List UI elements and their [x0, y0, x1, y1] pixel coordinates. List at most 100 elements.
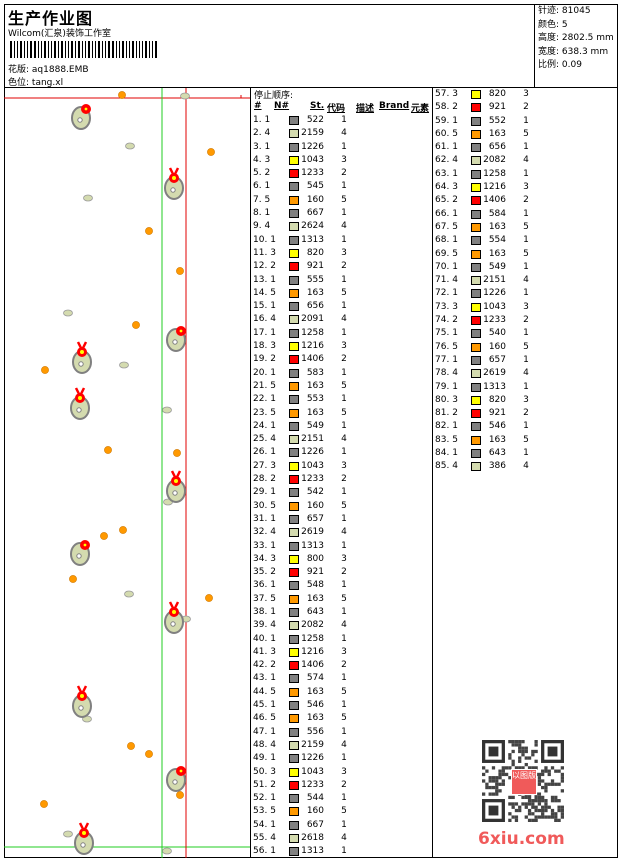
qr-module [491, 779, 496, 783]
stop-index-part: 41. [253, 646, 268, 657]
color-swatch [471, 449, 481, 459]
qr-module [527, 795, 532, 800]
code-cell: 4 [341, 739, 347, 750]
company-name: Wilcom(汇泉)装饰工作室 [8, 29, 111, 39]
qr-module [504, 766, 509, 770]
qr-module [557, 782, 561, 786]
page-title: 生产作业图 [8, 9, 94, 28]
qr-module [511, 740, 515, 744]
stop-index: 36. 1 [253, 579, 276, 592]
barcode-bar [132, 41, 134, 58]
stop-index: 9. 4 [253, 220, 270, 233]
stitch-count-cell: 820 [488, 394, 506, 405]
qr-module [511, 802, 515, 806]
code-cell: 5 [341, 380, 347, 391]
stop-index: 74. 2 [435, 314, 458, 327]
stitch-count-cell: 2151 [483, 275, 506, 286]
qr-module [527, 756, 532, 760]
qr-module [537, 808, 542, 813]
barcode-bar [126, 41, 127, 58]
qr-module [531, 799, 535, 803]
stop-index-part: 1 [270, 753, 276, 764]
qr-module [527, 812, 532, 816]
stop-index: 57. 3 [435, 88, 458, 101]
stop-index-part: 1 [270, 793, 276, 804]
qr-module [560, 815, 564, 819]
barcode-bar [58, 41, 59, 58]
stop-index-part: 35. [253, 567, 268, 578]
qr-module [495, 785, 499, 790]
color-swatch [471, 435, 481, 445]
stop-index-part: 53. [253, 806, 268, 817]
flower-center [84, 107, 88, 111]
stop-index-part: 1 [270, 274, 276, 285]
qr-module [527, 818, 532, 822]
stop-index-part: 5 [452, 434, 458, 445]
qr-module [557, 769, 561, 773]
stitch-count-cell: 800 [306, 553, 324, 564]
barcode-bar [78, 41, 80, 58]
code-cell: 5 [341, 194, 347, 205]
stitch-count-cell: 921 [488, 408, 506, 419]
code-cell: 3 [341, 766, 347, 777]
code-cell: 5 [341, 713, 347, 724]
qr-module [485, 782, 489, 786]
qr-module [488, 776, 492, 780]
stop-index: 34. 3 [253, 553, 276, 566]
stop-index-part: 79. [435, 381, 450, 392]
qr-module [491, 766, 496, 770]
qr-module [547, 815, 551, 819]
qr-module [521, 802, 525, 806]
stop-index-part: 5 [270, 500, 276, 511]
stop-index-part: 5 [264, 194, 271, 205]
qr-module [511, 759, 515, 763]
stitch-count-cell: 2159 [301, 739, 324, 750]
qr-module [544, 789, 548, 793]
stitch-count-cell: 163 [306, 713, 324, 724]
qr-module [524, 795, 528, 800]
qr-module [521, 740, 525, 744]
motif-hole [170, 621, 176, 627]
color-swatch [289, 222, 299, 232]
stitch-count-cell: 163 [306, 380, 324, 391]
stop-index: 54. 1 [253, 819, 276, 832]
qr-module [511, 805, 515, 809]
header-panel: 生产作业图 Wilcom(汇泉)装饰工作室 花版: aq1888.EMB 色位:… [4, 4, 535, 88]
stop-index: 21. 5 [253, 380, 276, 393]
stop-index: 61. 1 [435, 141, 458, 154]
stop-index: 45. 1 [253, 699, 276, 712]
qr-module [541, 795, 545, 800]
code-cell: 3 [523, 301, 529, 312]
code-cell: 4 [523, 275, 529, 286]
color-swatch [289, 275, 299, 285]
stop-index-part: 21. [253, 380, 268, 391]
qr-module [495, 782, 499, 786]
stitch-count-cell: 160 [306, 194, 324, 205]
code-cell: 3 [341, 646, 347, 657]
code-cell: 2 [523, 102, 529, 113]
orange-motif [173, 449, 181, 457]
stop-index-part: 24. [253, 420, 268, 431]
color-swatch [289, 355, 299, 365]
stop-index-part: 18. [253, 341, 268, 352]
color-swatch [471, 276, 481, 286]
code-cell: 1 [523, 142, 529, 153]
stitch-count-cell: 1406 [301, 354, 324, 365]
qr-module [557, 808, 561, 813]
stop-index: 42. 2 [253, 659, 276, 672]
barcode-bar [14, 41, 15, 58]
code-cell: 1 [341, 394, 347, 405]
color-swatch [289, 435, 299, 445]
qr-module [534, 818, 538, 822]
orange-motif [69, 575, 77, 583]
color-swatch [289, 568, 299, 578]
qr-module [521, 753, 525, 757]
code-cell: 1 [523, 421, 529, 432]
color-swatch [289, 488, 299, 498]
flower-center [80, 350, 84, 354]
stop-index-part: 34. [253, 553, 268, 564]
stop-index: 12. 2 [253, 260, 276, 273]
stop-index: 17. 1 [253, 327, 276, 340]
stop-index-part: 3 [270, 247, 276, 258]
qr-module [511, 762, 515, 767]
